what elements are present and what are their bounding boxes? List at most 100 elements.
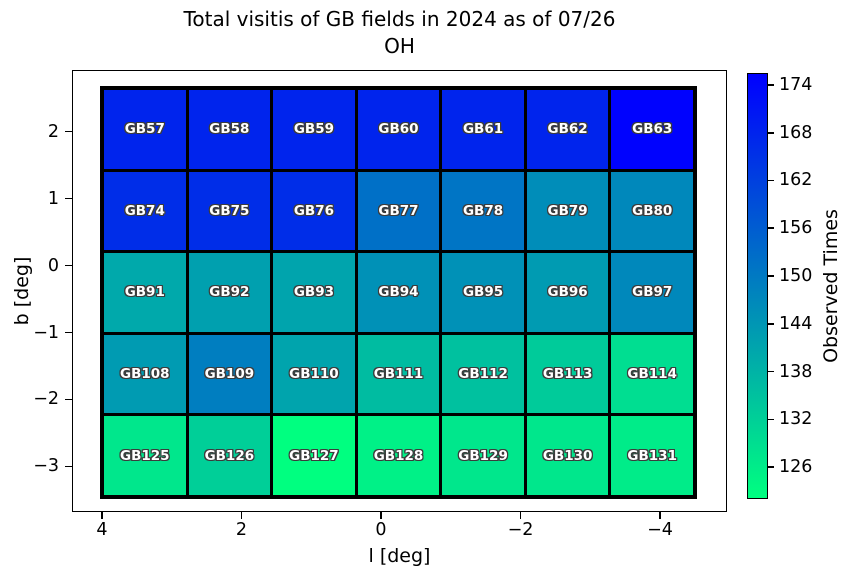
x-tick-mark [659,512,661,519]
y-tick-label: 1 [47,188,59,209]
field-label: GB57 [124,121,165,138]
colorbar-tick-label: 138 [779,361,813,382]
colorbar-tick-mark [768,227,774,230]
y-tick-label: −1 [33,322,59,343]
y-tick-mark [65,398,72,401]
field-label: GB108 [120,366,170,383]
field-label: GB59 [293,121,334,138]
field-label: GB79 [547,202,588,219]
colorbar-tick-label: 174 [779,74,813,95]
heatmap-cell: GB112 [442,334,524,414]
heatmap-cell: GB110 [273,334,355,414]
colorbar-tick-label: 168 [779,122,813,143]
heatmap-cell: GB59 [273,90,355,169]
colorbar-tick-label: 126 [779,457,813,478]
heatmap-cell: GB111 [357,334,440,414]
colorbar-label: Observed Times [820,209,842,363]
field-label: GB78 [462,202,504,219]
heatmap-cell: GB94 [357,253,440,332]
field-label: GB80 [632,202,673,219]
colorbar-tick-label: 156 [779,218,813,239]
x-tick-mark [240,512,243,519]
field-label: GB113 [542,366,593,383]
field-label: GB126 [204,447,255,464]
field-label: GB77 [378,202,419,219]
field-label: GB75 [209,202,250,219]
x-tick-mark [101,512,103,519]
field-label: GB128 [373,447,424,464]
heatmap-cell: GB114 [611,334,693,414]
x-tick-label: 4 [96,520,108,540]
colorbar-tick-mark [768,418,774,421]
heatmap-cell: GB79 [526,171,609,251]
x-tick-label: −4 [647,520,673,540]
field-label: GB129 [458,447,508,464]
colorbar-tick-label: 150 [779,266,813,287]
field-label: GB91 [124,284,165,301]
colorbar-tick-mark [768,179,774,182]
field-label: GB62 [547,121,588,138]
heatmap-cell: GB92 [188,253,271,332]
field-label: GB60 [378,121,419,138]
field-label: GB93 [293,284,334,301]
heatmap-cell: GB113 [526,334,609,414]
heatmap-cell: GB74 [104,171,186,251]
heatmap-cell: GB128 [357,416,440,495]
x-axis-ticks: 4 2 0 −2 −4 [72,512,727,554]
heatmap-cell: GB62 [526,90,609,169]
colorbar-tick-mark [768,323,774,325]
y-tick-label: 2 [47,121,59,142]
y-tick-mark [65,130,72,133]
colorbar-tick-mark [768,275,774,277]
y-axis-ticks: 2 1 0 −1 −2 −3 [0,70,72,512]
x-tick-mark [380,512,382,519]
heatmap-cell: GB75 [188,171,271,251]
heatmap-cell: GB78 [442,171,524,251]
field-label: GB97 [632,284,673,301]
colorbar-tick-mark [768,84,774,86]
field-label: GB76 [293,202,334,219]
field-label: GB114 [627,366,677,383]
field-label: GB74 [124,202,165,219]
heatmap-cell: GB129 [442,416,524,495]
chart-subtitle: OH [384,34,415,58]
field-label: GB94 [378,284,419,301]
colorbar-tick-mark [768,370,774,373]
field-label: GB112 [458,366,508,383]
heatmap-cell: GB76 [273,171,355,251]
axes-border [72,70,727,512]
heatmap-cell: GB60 [357,90,440,169]
field-label: GB130 [542,447,593,464]
heatmap-cell: GB131 [611,416,693,495]
field-label: GB131 [627,447,677,464]
y-tick-mark [65,331,72,334]
x-tick-mark [519,512,522,519]
y-tick-label: −2 [33,389,59,410]
x-axis-label: l [deg] [368,545,431,567]
field-label: GB127 [289,447,339,464]
y-tick-label: −3 [33,456,59,477]
heatmap-cell: GB125 [104,416,186,495]
chart-title: Total visitis of GB fields in 2024 as of… [183,7,616,31]
x-tick-label: 0 [375,520,387,540]
colorbar [747,73,768,499]
y-tick-label: 0 [47,255,59,276]
colorbar-ticks: 174 168 162 156 150 144 138 132 126 [768,73,843,499]
x-tick-label: −2 [507,520,534,540]
heatmap-cell: GB57 [104,90,186,169]
colorbar-tick-mark [768,466,774,468]
field-label: GB110 [289,366,339,383]
field-label: GB109 [204,366,255,383]
field-label: GB96 [547,284,588,301]
field-label: GB58 [209,121,250,138]
heatmap-grid: GB57 GB58 GB59 GB60 GB61 GB62 GB63 GB74 GB75 GB76… [100,86,697,499]
field-label: GB95 [462,284,504,301]
colorbar-tick-label: 144 [779,313,813,334]
y-tick-mark [65,197,72,200]
heatmap-cell: GB77 [357,171,440,251]
y-axis-label: b [deg] [11,256,33,326]
heatmap-cell: GB80 [611,171,693,251]
colorbar-tick-mark [768,131,774,134]
heatmap-cell: GB61 [442,90,524,169]
